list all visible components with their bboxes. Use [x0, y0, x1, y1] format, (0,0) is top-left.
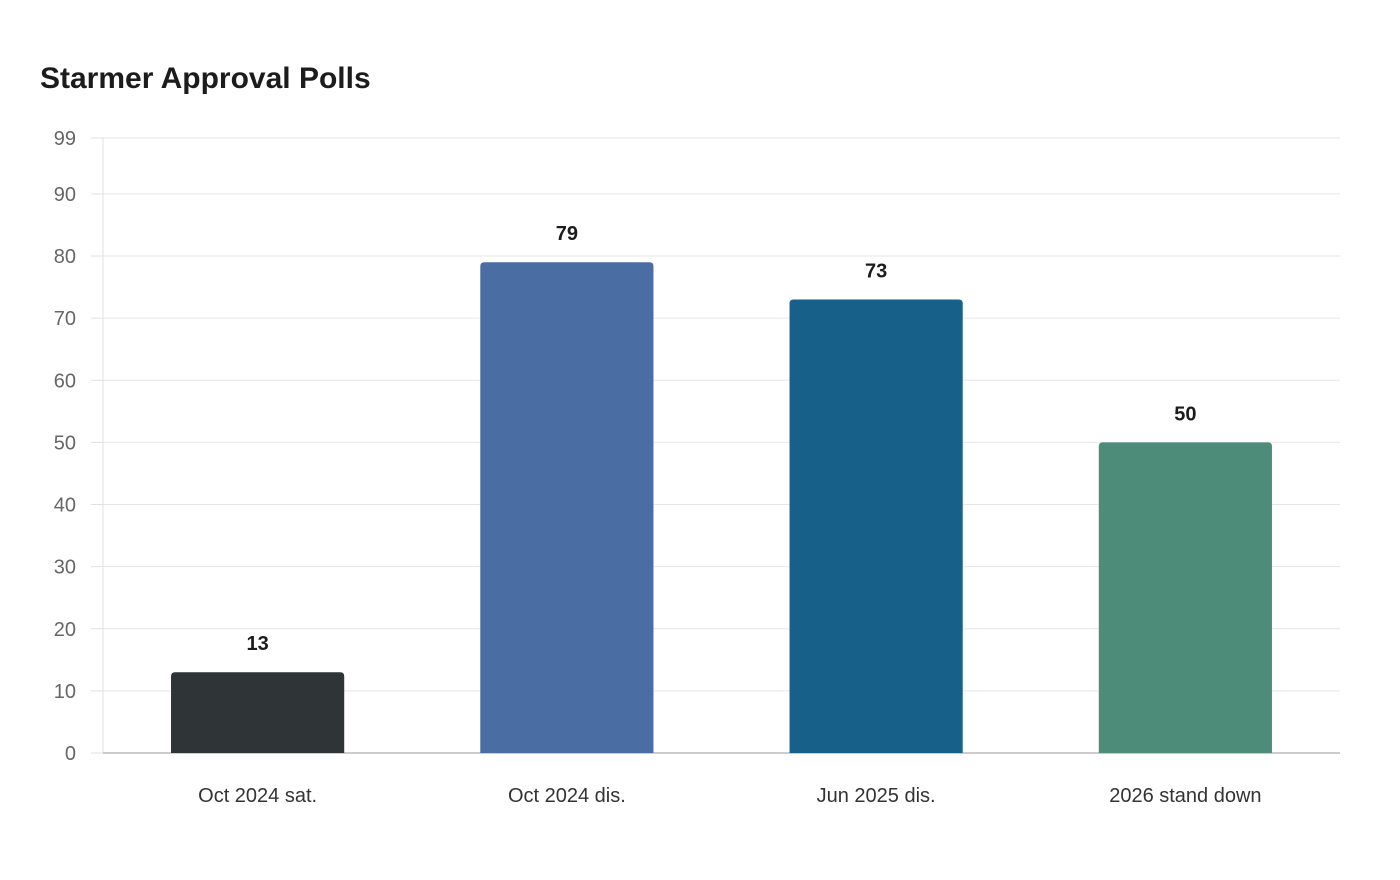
gridlines [103, 137, 1340, 692]
y-tick-label: 70 [54, 308, 76, 330]
labels: 0 10 20 30 40 50 60 70 80 90 99 13 Oct 2024 sat. 79 Oc… [54, 128, 1262, 807]
y-tick-label: 50 [54, 432, 76, 454]
y-tick-label: 40 [54, 495, 76, 517]
y-tick-label: 0 [65, 743, 76, 765]
y-tick-label: 80 [54, 246, 76, 268]
bar-value-label: 79 [556, 223, 578, 245]
bar-value-label: 13 [247, 633, 269, 655]
bars [171, 262, 1272, 753]
x-category-label: Oct 2024 sat. [198, 785, 317, 807]
x-category-label: Jun 2025 dis. [817, 785, 936, 807]
chart-title: Starmer Approval Polls [40, 62, 371, 95]
bar [480, 262, 654, 753]
bar-value-label: 73 [865, 261, 887, 283]
y-tick-label: 60 [54, 370, 76, 392]
y-tick-label: 90 [54, 184, 76, 206]
bar [1098, 442, 1272, 753]
y-tick-label: 20 [54, 619, 76, 641]
y-tick-label: 30 [54, 557, 76, 579]
x-category-label: 2026 stand down [1109, 785, 1261, 807]
x-category-label: Oct 2024 dis. [508, 785, 626, 807]
bar [171, 672, 345, 753]
bar-value-label: 50 [1174, 403, 1196, 425]
y-tick-label: 99 [54, 128, 76, 150]
bar [789, 299, 963, 753]
y-tick-label: 10 [54, 681, 76, 703]
